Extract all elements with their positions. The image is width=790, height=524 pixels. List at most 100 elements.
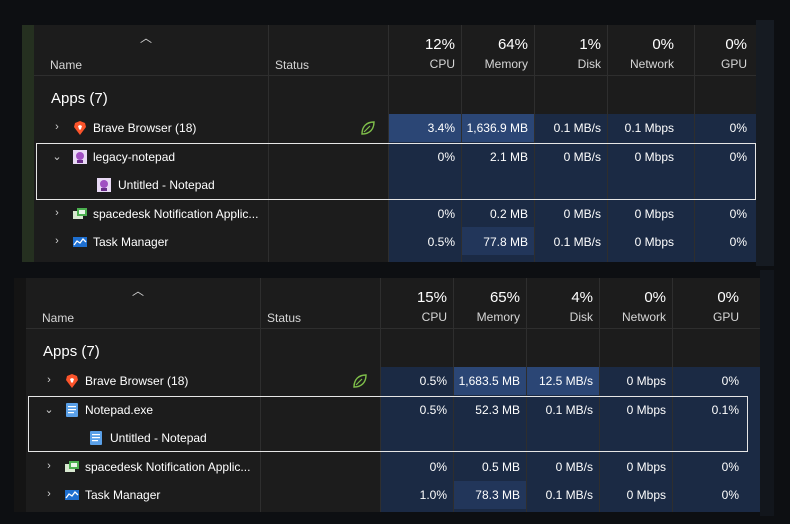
gpu-column-bg xyxy=(673,367,760,512)
column-header-network[interactable]: Network xyxy=(629,57,674,71)
memory-total-percent[interactable]: 65% xyxy=(489,289,520,306)
gpu-value: 0% xyxy=(729,150,747,164)
disk-value: 0.1 MB/s xyxy=(545,488,593,502)
network-value: 0 Mbps xyxy=(626,374,666,388)
memory-value: 1,636.9 MB xyxy=(466,121,528,135)
memory-value: 2.1 MB xyxy=(489,150,528,164)
network-total-percent[interactable]: 0% xyxy=(644,289,666,306)
cpu-total-percent[interactable]: 15% xyxy=(416,289,447,306)
gpu-value: 0% xyxy=(729,235,747,249)
network-column-bg xyxy=(600,367,672,512)
disk-value: 12.5 MB/s xyxy=(538,374,593,388)
cpu-value: 0% xyxy=(437,207,455,221)
cpu-value: 0% xyxy=(437,150,455,164)
cpu-value: 0.5% xyxy=(427,235,455,249)
selected-row-focus xyxy=(36,143,756,200)
gpu-value: 0% xyxy=(729,207,747,221)
memory-value: 77.8 MB xyxy=(483,235,528,249)
network-value: 0 Mbps xyxy=(634,235,674,249)
gpu-value: 0% xyxy=(729,121,747,135)
column-divider xyxy=(380,278,381,512)
gpu-value: 0.1% xyxy=(711,403,739,417)
legacy-notepad-icon xyxy=(73,150,87,164)
chevron-right-icon[interactable]: › xyxy=(47,374,51,386)
memory-heat-cell xyxy=(462,114,534,142)
disk-value: 0.1 MB/s xyxy=(553,121,601,135)
column-header-cpu[interactable]: CPU xyxy=(429,57,455,71)
disk-total-percent[interactable]: 1% xyxy=(579,36,601,53)
memory-heat-cell xyxy=(462,227,534,255)
chevron-down-icon[interactable]: ⌄ xyxy=(44,404,54,416)
gpu-column-bg xyxy=(695,114,756,262)
network-value: 0 Mbps xyxy=(626,403,666,417)
process-name: legacy-notepad xyxy=(93,150,176,164)
chevron-right-icon[interactable]: › xyxy=(55,207,59,219)
spacedesk-icon xyxy=(65,461,79,472)
chevron-right-icon[interactable]: › xyxy=(47,460,51,472)
memory-value: 1,683.5 MB xyxy=(458,374,520,388)
chevron-down-icon[interactable]: ⌄ xyxy=(52,151,62,163)
chevron-right-icon[interactable]: › xyxy=(47,488,51,500)
column-divider xyxy=(599,278,600,512)
sort-chevron-up-icon[interactable]: ︿ xyxy=(132,284,145,298)
spacedesk-icon xyxy=(73,208,87,219)
disk-total-percent[interactable]: 4% xyxy=(571,289,593,306)
cpu-value: 0.5% xyxy=(419,403,447,417)
column-header-memory[interactable]: Memory xyxy=(484,57,528,71)
sort-chevron-up-icon[interactable]: ︿ xyxy=(140,31,153,45)
process-name: Brave Browser (18) xyxy=(85,374,189,388)
brave-icon xyxy=(74,121,86,135)
gpu-total-percent[interactable]: 0% xyxy=(717,289,739,306)
memory-value: 0.5 MB xyxy=(481,460,520,474)
column-divider xyxy=(672,278,673,512)
disk-column-bg xyxy=(535,114,607,262)
column-header-cpu[interactable]: CPU xyxy=(421,310,447,324)
gpu-total-percent[interactable]: 0% xyxy=(725,36,747,53)
chevron-right-icon[interactable]: › xyxy=(55,235,59,247)
column-header-status[interactable]: Status xyxy=(267,311,302,325)
chevron-right-icon[interactable]: › xyxy=(55,121,59,133)
process-name: spacedesk Notification Applic... xyxy=(85,460,251,474)
column-header-memory[interactable]: Memory xyxy=(476,310,520,324)
column-header-gpu[interactable]: GPU xyxy=(712,310,739,324)
group-label-apps: Apps (7) xyxy=(43,343,100,360)
memory-total-percent[interactable]: 64% xyxy=(497,36,528,53)
disk-value: 0.1 MB/s xyxy=(553,235,601,249)
network-total-percent[interactable]: 0% xyxy=(652,36,674,53)
disk-value: 0 MB/s xyxy=(555,460,593,474)
column-header-gpu[interactable]: GPU xyxy=(720,57,747,71)
column-header-disk[interactable]: Disk xyxy=(569,310,593,324)
group-label-apps: Apps (7) xyxy=(51,90,108,107)
network-column-bg xyxy=(608,114,694,262)
cpu-value: 0.5% xyxy=(419,374,447,388)
cpu-value: 0% xyxy=(429,460,447,474)
column-divider xyxy=(526,278,527,512)
eco-leaf-icon xyxy=(353,374,367,388)
window-edge-right xyxy=(756,20,774,266)
header-divider xyxy=(34,75,756,76)
memory-value: 78.3 MB xyxy=(475,488,520,502)
column-header-network[interactable]: Network xyxy=(621,310,666,324)
column-header-disk[interactable]: Disk xyxy=(577,57,601,71)
cpu-column-bg xyxy=(381,367,453,512)
column-header-status[interactable]: Status xyxy=(275,58,310,72)
memory-value: 0.2 MB xyxy=(489,207,528,221)
gpu-value: 0% xyxy=(721,460,739,474)
network-value: 0 Mbps xyxy=(626,460,666,474)
header-divider xyxy=(26,328,760,329)
brave-icon xyxy=(66,374,78,388)
eco-leaf-icon xyxy=(361,121,375,135)
column-header-name[interactable]: Name xyxy=(50,58,83,72)
cpu-total-percent[interactable]: 12% xyxy=(424,36,455,53)
window-edge-right xyxy=(760,270,774,516)
cpu-heat-cell xyxy=(389,114,461,142)
process-name: Notepad.exe xyxy=(85,403,154,417)
network-value: 0 Mbps xyxy=(634,207,674,221)
cpu-value: 1.0% xyxy=(419,488,447,502)
column-header-name[interactable]: Name xyxy=(42,311,75,325)
memory-heat-cell xyxy=(454,367,526,395)
notepad-icon xyxy=(90,431,102,445)
process-name: Task Manager xyxy=(93,235,169,249)
network-value: 0.1 Mbps xyxy=(624,121,674,135)
disk-value: 0 MB/s xyxy=(563,207,601,221)
